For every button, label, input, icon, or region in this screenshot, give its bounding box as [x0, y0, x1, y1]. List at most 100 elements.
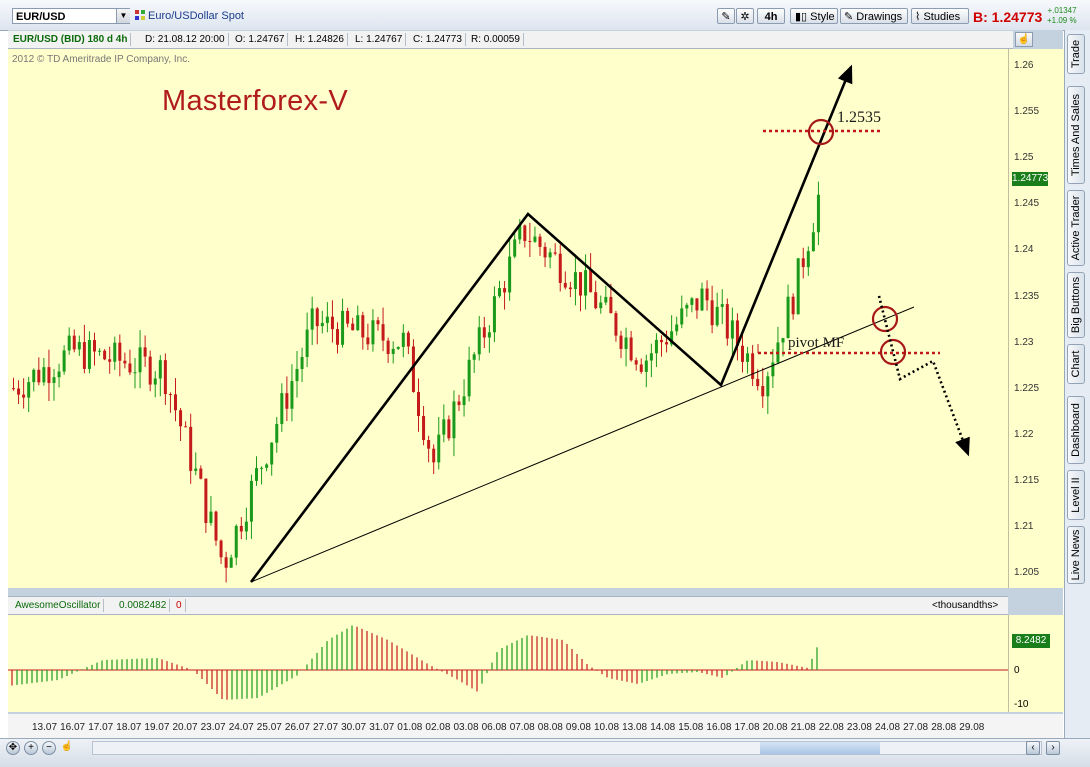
time-axis-tick: 23.08 — [846, 722, 872, 733]
studies-icon: ⌇ — [915, 11, 921, 23]
candle-body — [528, 240, 532, 242]
tab-times-and-sales[interactable]: Times And Sales — [1067, 86, 1085, 184]
time-axis-tick: 16.07 — [60, 722, 86, 733]
info-high: H: 1.24826 — [292, 33, 348, 46]
time-axis-tick: 17.08 — [734, 722, 760, 733]
candle-body — [432, 448, 436, 463]
time-axis-tick: 25.07 — [256, 722, 282, 733]
candle-body — [644, 360, 648, 372]
candle-body — [730, 320, 734, 339]
pivot-circle-lower[interactable] — [879, 338, 907, 366]
oscillator-plot-area[interactable] — [8, 615, 1008, 712]
price-axis-tick: 1.22 — [1014, 428, 1034, 440]
time-axis-tick: 24.08 — [875, 722, 901, 733]
candle-body — [93, 340, 96, 352]
zigzag-pattern-line[interactable] — [249, 64, 853, 583]
candle-body — [791, 296, 795, 315]
time-axis-tick: 28.08 — [931, 722, 957, 733]
candle-body — [275, 424, 279, 443]
time-axis-tick: 16.08 — [706, 722, 732, 733]
candle-body — [675, 324, 679, 332]
candle-body — [184, 426, 188, 428]
candle-body — [305, 329, 309, 357]
candle-body — [199, 468, 203, 479]
tab-chart[interactable]: Chart — [1067, 344, 1085, 384]
candle-body — [472, 354, 476, 360]
time-axis-tick: 22.08 — [818, 722, 844, 733]
candle-body — [660, 339, 663, 343]
candle-body — [741, 345, 744, 362]
support-trendline[interactable] — [250, 306, 915, 583]
candle-body — [629, 337, 633, 361]
candle-body — [103, 350, 107, 360]
target-circle[interactable] — [807, 118, 835, 146]
tab-big-buttons[interactable]: Big Buttons — [1067, 272, 1085, 338]
candle-body — [260, 467, 264, 469]
candle-body — [553, 252, 557, 254]
forecast-dotted-path[interactable] — [877, 295, 970, 457]
time-axis-tick: 30.07 — [341, 722, 367, 733]
tab-dashboard[interactable]: Dashboard — [1067, 396, 1085, 464]
info-low: L: 1.24767 — [352, 33, 407, 46]
time-axis-tick: 24.07 — [228, 722, 254, 733]
candle-body — [720, 304, 724, 307]
price-change: +.01347 +1.09 % — [1047, 6, 1077, 26]
tab-level-ii[interactable]: Level II — [1067, 470, 1085, 520]
price-axis-tick: 1.26 — [1014, 60, 1034, 71]
tab-trade[interactable]: Trade — [1067, 34, 1085, 74]
price-axis-tick: 1.235 — [1014, 290, 1040, 302]
drag-hand-icon[interactable]: ☝ — [60, 741, 74, 752]
time-axis-tick: 27.07 — [313, 722, 339, 733]
studies-button[interactable]: ⌇ Studies — [911, 8, 969, 24]
candle-body — [685, 304, 689, 309]
time-axis — [8, 714, 1063, 738]
symbol-dropdown-button[interactable]: ▼ — [116, 9, 130, 23]
candle-body — [325, 316, 329, 323]
candle-body — [295, 368, 299, 382]
style-label: Style — [810, 11, 835, 23]
time-axis-tick: 15.08 — [678, 722, 704, 733]
candle-body — [239, 525, 243, 532]
oscillator-current-marker: 8.2482 — [1012, 634, 1050, 648]
candle-body — [366, 337, 370, 345]
candle-body — [163, 360, 167, 395]
zoom-in-icon[interactable]: + — [24, 741, 38, 755]
timeframe-button[interactable]: 4h — [757, 8, 785, 24]
zoom-out-icon[interactable]: − — [42, 741, 56, 755]
price-axis-tick: 1.24 — [1014, 244, 1034, 256]
time-axis-tick: 08.08 — [537, 722, 563, 733]
symbol-input[interactable]: EUR/USD — [12, 8, 130, 24]
candle-body — [143, 347, 147, 357]
candle-body — [371, 320, 375, 345]
wrench-icon[interactable]: ✲ — [736, 8, 754, 24]
candle-body — [746, 353, 750, 362]
crosshair-tool-icon[interactable]: ✎ — [717, 8, 735, 24]
candle-body — [189, 426, 193, 471]
candle-body — [771, 362, 775, 377]
time-axis-tick: 03.08 — [453, 722, 479, 733]
scroll-right-icon[interactable]: › — [1046, 741, 1060, 755]
candle-body — [204, 478, 208, 523]
brand-annotation: Masterforex-V — [162, 85, 348, 117]
price-axis-tick: 1.245 — [1014, 198, 1040, 210]
price-axis-tick: 1.255 — [1014, 106, 1040, 118]
scroll-left-icon[interactable]: ‹ — [1026, 741, 1040, 755]
change-absolute: +.01347 — [1047, 6, 1077, 15]
tab-live-news[interactable]: Live News — [1067, 526, 1085, 584]
hand-tool-icon[interactable]: ☝ — [1015, 32, 1033, 47]
candle-body — [589, 270, 593, 293]
candle-body — [806, 251, 810, 268]
tab-active-trader[interactable]: Active Trader — [1067, 190, 1085, 266]
candle-body — [680, 308, 684, 325]
candle-body — [563, 282, 567, 288]
chart-scrollbar[interactable] — [92, 741, 1042, 755]
candle-body — [87, 340, 91, 369]
move-icon[interactable]: ✥ — [6, 741, 20, 755]
candle-body — [138, 347, 142, 373]
scrollbar-thumb[interactable] — [760, 742, 880, 754]
style-button[interactable]: ▮▯ Style — [790, 8, 838, 24]
drawings-button[interactable]: ✎ Drawings — [840, 8, 908, 24]
price-plot-area[interactable] — [8, 49, 1008, 588]
candle-body — [568, 287, 572, 290]
pivot-circle-upper[interactable] — [871, 305, 899, 333]
